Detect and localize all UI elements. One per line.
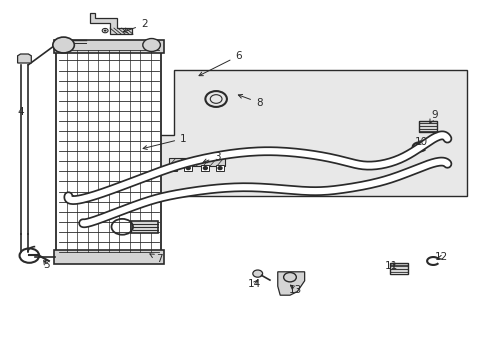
Text: 12: 12 [433, 252, 447, 262]
Text: 1: 1 [143, 134, 186, 149]
Text: 7: 7 [150, 254, 162, 264]
Bar [56, 50, 161, 252]
Circle shape [186, 167, 190, 170]
Circle shape [53, 37, 74, 53]
Text: 14: 14 [247, 279, 261, 289]
Polygon shape [277, 272, 304, 295]
Text: 4: 4 [17, 107, 24, 117]
Circle shape [203, 167, 207, 170]
Bar [54, 250, 163, 264]
Bar [389, 269, 407, 272]
Polygon shape [18, 54, 31, 63]
Text: 5: 5 [43, 260, 50, 270]
Bar [389, 266, 407, 269]
Bar [389, 263, 407, 265]
Text: 6: 6 [199, 51, 242, 76]
Text: 2: 2 [123, 19, 147, 32]
Bar [418, 123, 436, 126]
Bar [418, 126, 436, 129]
Text: 3: 3 [203, 152, 221, 163]
Bar [201, 165, 209, 171]
Bar [389, 263, 407, 274]
Polygon shape [90, 13, 132, 34]
Text: 8: 8 [238, 94, 262, 108]
Bar [131, 221, 158, 233]
Polygon shape [129, 70, 466, 196]
Bar [418, 129, 436, 131]
Bar [184, 165, 192, 171]
Bar [418, 121, 436, 132]
Bar [168, 158, 224, 166]
Circle shape [103, 30, 106, 32]
Circle shape [170, 167, 174, 170]
Text: 10: 10 [414, 137, 427, 147]
Text: 11: 11 [384, 261, 397, 271]
Circle shape [142, 39, 160, 51]
Bar [216, 165, 224, 171]
Bar [168, 165, 176, 171]
Bar [418, 121, 436, 123]
Circle shape [218, 167, 222, 170]
Text: 13: 13 [288, 285, 302, 295]
Bar [54, 40, 163, 53]
Text: 9: 9 [429, 110, 437, 123]
Circle shape [252, 270, 262, 277]
